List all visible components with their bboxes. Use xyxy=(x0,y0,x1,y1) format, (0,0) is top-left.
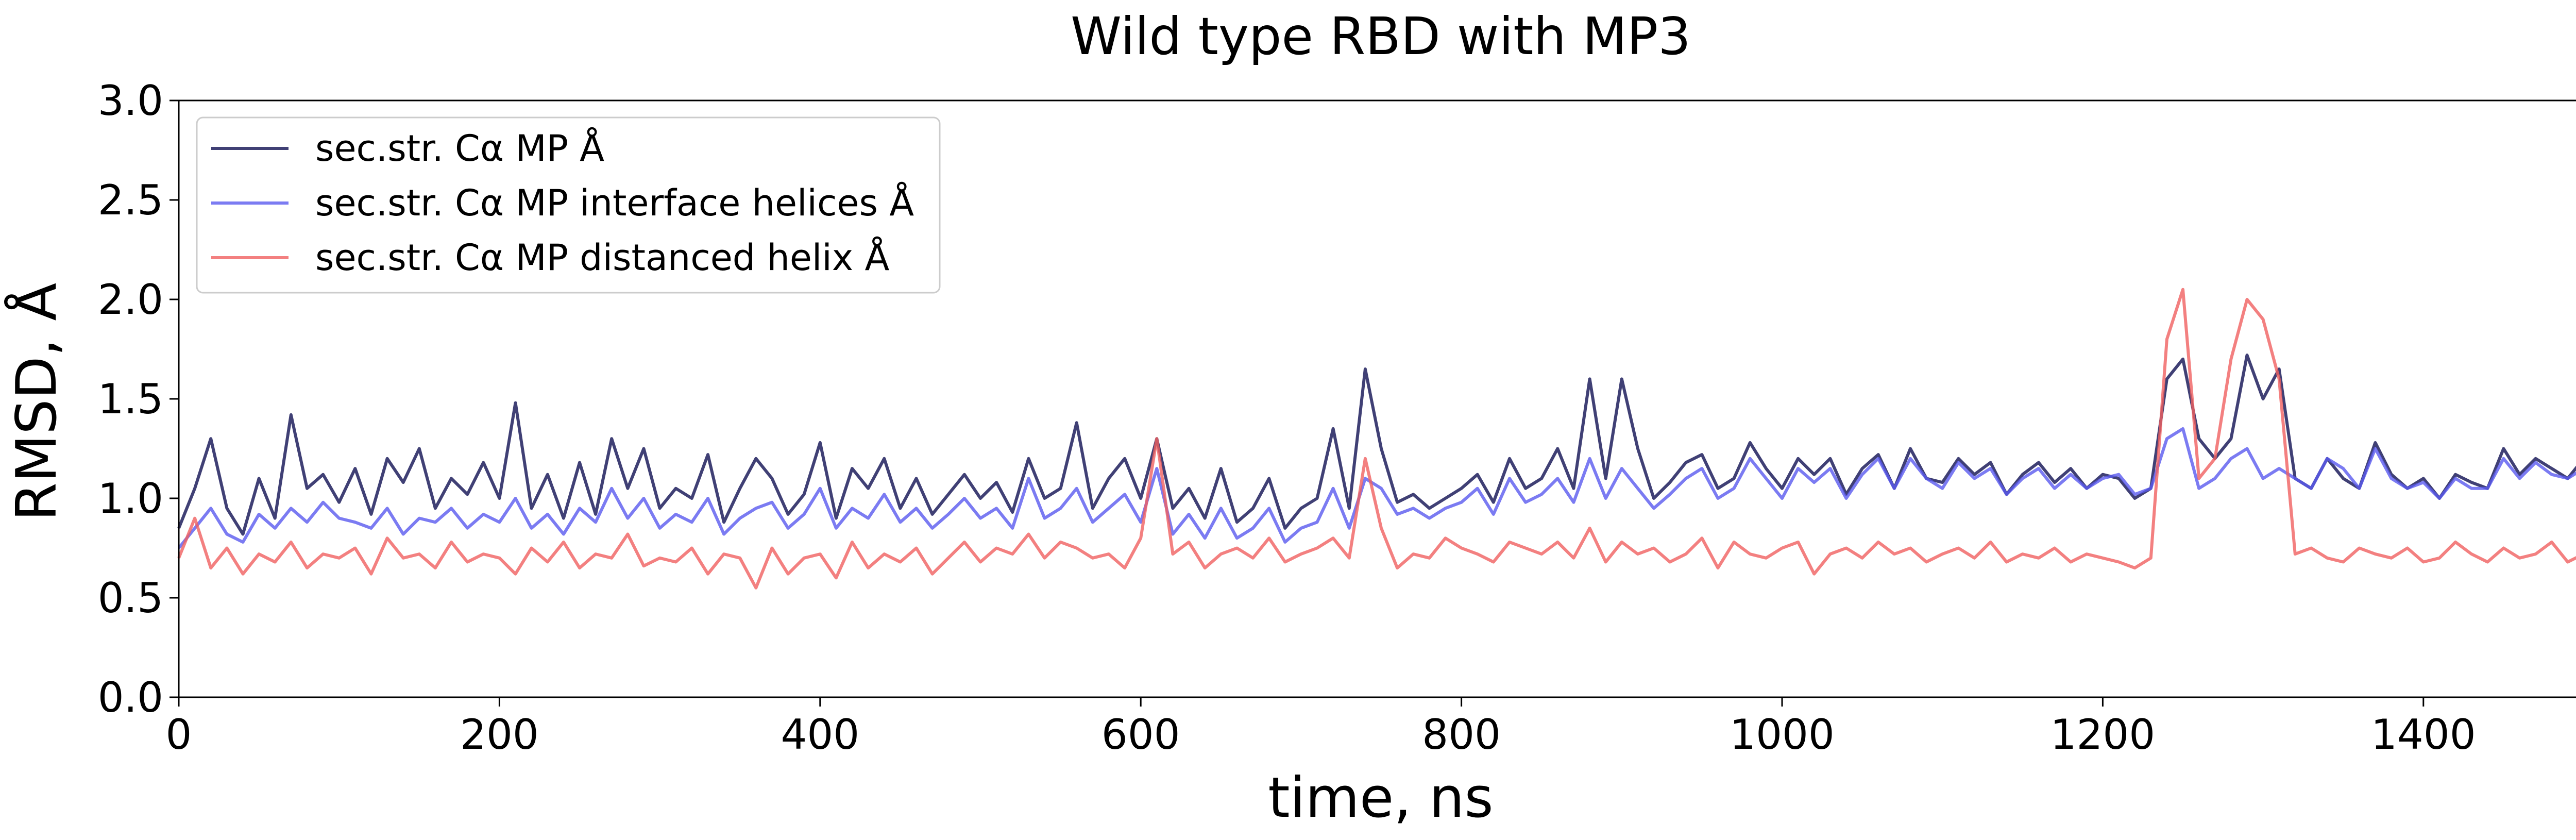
y-tick-label: 1.5 xyxy=(98,375,163,423)
x-tick-label: 1000 xyxy=(1730,711,1835,759)
legend-label-2: sec.str. Cα MP interface helices Å xyxy=(315,182,914,224)
y-tick-label: 2.0 xyxy=(98,276,163,324)
x-tick-label: 200 xyxy=(460,711,539,759)
y-axis-label: RMSD, Å xyxy=(4,283,69,521)
series-line-1 xyxy=(177,354,2576,536)
legend-label-3: sec.str. Cα MP distanced helix Å xyxy=(315,237,889,279)
y-tick-label: 3.0 xyxy=(98,77,163,125)
y-tick-label: 1.0 xyxy=(98,475,163,523)
x-tick-label: 1400 xyxy=(2371,711,2476,759)
legend-entries: sec.str. Cα MP Å sec.str. Cα MP interface… xyxy=(211,127,914,279)
x-tick-label: 600 xyxy=(1101,711,1180,759)
series-line-2 xyxy=(177,427,2576,549)
y-tick-label: 2.5 xyxy=(98,176,163,224)
tick-layer: 0 200 400 600 800 1000 1200 1400 0.0 0.5 1.0 1.5 2.0… xyxy=(98,77,2476,759)
x-tick-label: 400 xyxy=(781,711,859,759)
y-tick-label: 0.0 xyxy=(98,674,163,721)
y-tick-label: 0.5 xyxy=(98,574,163,622)
legend-label-1: sec.str. Cα MP Å xyxy=(315,127,604,170)
legend-box xyxy=(196,116,941,294)
series-line-3 xyxy=(177,288,2576,590)
x-tick-label: 0 xyxy=(166,711,192,759)
legend: sec.str. Cα MP Å sec.str. Cα MP interface… xyxy=(196,116,941,294)
x-tick-label: 800 xyxy=(1422,711,1501,759)
x-axis-label: time, ns xyxy=(1268,766,1493,830)
plot-frame xyxy=(178,99,2576,698)
chart-title: Wild type RBD with MP3 xyxy=(1071,6,1691,66)
series-layer xyxy=(177,288,2576,590)
x-tick-label: 1200 xyxy=(2050,711,2156,759)
